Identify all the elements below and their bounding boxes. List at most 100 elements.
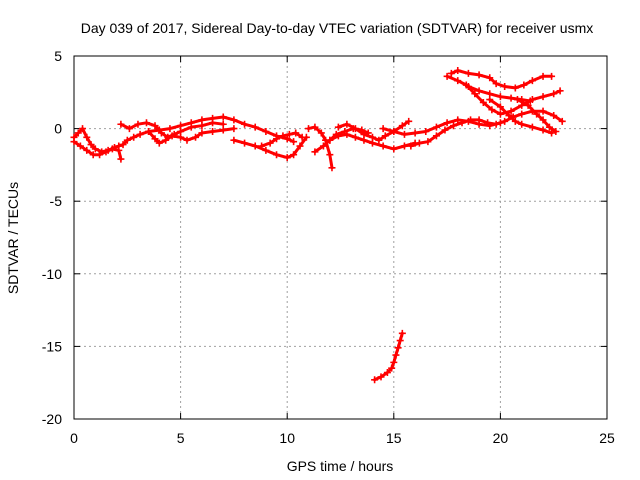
data-point bbox=[89, 151, 97, 159]
y-axis-label: SDTVAR / TECUs bbox=[5, 182, 21, 294]
data-point bbox=[533, 110, 541, 118]
data-point bbox=[83, 133, 91, 141]
data-point bbox=[273, 151, 281, 159]
data-point bbox=[368, 133, 376, 141]
data-point bbox=[157, 129, 165, 137]
data-point bbox=[407, 142, 415, 150]
series-t16 bbox=[486, 96, 556, 137]
x-tick-label: 20 bbox=[493, 430, 509, 446]
data-point bbox=[496, 103, 504, 111]
data-point bbox=[511, 117, 519, 125]
x-tick-label: 10 bbox=[279, 430, 295, 446]
data-point bbox=[371, 376, 379, 384]
data-point bbox=[511, 84, 519, 92]
data-point bbox=[241, 139, 249, 147]
data-point bbox=[262, 146, 270, 154]
data-point bbox=[411, 129, 419, 137]
data-point bbox=[219, 126, 227, 134]
data-point bbox=[130, 133, 138, 141]
data-point bbox=[388, 364, 396, 372]
data-point bbox=[283, 154, 291, 162]
axis-ticks: 0 5 10 15 20 25 5 0 -5 -10 -15 -20 bbox=[42, 48, 615, 446]
data-point bbox=[400, 130, 408, 138]
data-point bbox=[364, 129, 372, 137]
data-point bbox=[400, 142, 408, 150]
data-point bbox=[115, 146, 123, 154]
data-point bbox=[552, 128, 560, 136]
data-point bbox=[486, 74, 494, 82]
data-point bbox=[74, 129, 82, 137]
data-point bbox=[358, 126, 366, 134]
data-point bbox=[548, 129, 556, 137]
data-point bbox=[539, 116, 547, 124]
data-point bbox=[507, 107, 515, 115]
series-t18 bbox=[371, 329, 406, 384]
data-point bbox=[539, 93, 547, 101]
data-point bbox=[383, 369, 391, 377]
data-point bbox=[545, 123, 553, 131]
data-point bbox=[513, 96, 521, 104]
data-point bbox=[125, 125, 133, 133]
data-point bbox=[279, 132, 287, 140]
data-point bbox=[91, 145, 99, 153]
data-point bbox=[496, 93, 504, 101]
data-point bbox=[326, 136, 334, 144]
data-point bbox=[454, 77, 462, 85]
data-point bbox=[290, 151, 298, 159]
data-point bbox=[251, 142, 259, 150]
data-point bbox=[298, 133, 306, 141]
data-point bbox=[96, 151, 104, 159]
data-point bbox=[539, 72, 547, 80]
data-point bbox=[79, 125, 87, 133]
data-point bbox=[398, 329, 406, 337]
x-tick-label: 0 bbox=[70, 430, 78, 446]
series-line bbox=[336, 119, 411, 142]
data-point bbox=[183, 136, 191, 144]
data-point bbox=[528, 123, 536, 131]
data-point bbox=[447, 69, 455, 77]
data-point bbox=[319, 142, 327, 150]
data-point bbox=[311, 123, 319, 131]
data-point bbox=[454, 67, 462, 75]
data-point bbox=[162, 136, 170, 144]
data-point bbox=[394, 344, 402, 352]
data-point bbox=[528, 77, 536, 85]
data-point bbox=[117, 155, 125, 163]
data-point bbox=[550, 112, 558, 120]
data-point bbox=[501, 117, 509, 125]
data-point bbox=[230, 125, 238, 133]
x-axis-label: GPS time / hours bbox=[287, 458, 394, 474]
data-point bbox=[390, 145, 398, 153]
data-point bbox=[381, 132, 389, 140]
data-point bbox=[198, 129, 206, 137]
data-point bbox=[443, 119, 451, 127]
data-point bbox=[558, 117, 566, 125]
data-point bbox=[142, 119, 150, 127]
data-point bbox=[422, 128, 430, 136]
data-point bbox=[230, 116, 238, 124]
data-point bbox=[83, 146, 91, 154]
y-tick-label: -5 bbox=[50, 193, 63, 209]
y-tick-label: 5 bbox=[54, 48, 62, 64]
data-point bbox=[108, 145, 116, 153]
data-point bbox=[192, 133, 200, 141]
data-point bbox=[505, 112, 513, 120]
data-point bbox=[123, 136, 131, 144]
data-point bbox=[379, 125, 387, 133]
grid-lines bbox=[74, 56, 607, 419]
data-point bbox=[168, 132, 176, 140]
data-point bbox=[70, 138, 78, 146]
data-point bbox=[539, 126, 547, 134]
data-point bbox=[151, 122, 159, 130]
data-point bbox=[424, 138, 432, 146]
data-point bbox=[467, 116, 475, 124]
data-point bbox=[441, 126, 449, 134]
data-point bbox=[351, 133, 359, 141]
data-point bbox=[556, 87, 564, 95]
data-point bbox=[449, 122, 457, 130]
series-t12 bbox=[407, 107, 566, 150]
series-t11 bbox=[379, 116, 504, 138]
data-point bbox=[296, 142, 304, 150]
data-point bbox=[290, 138, 298, 146]
